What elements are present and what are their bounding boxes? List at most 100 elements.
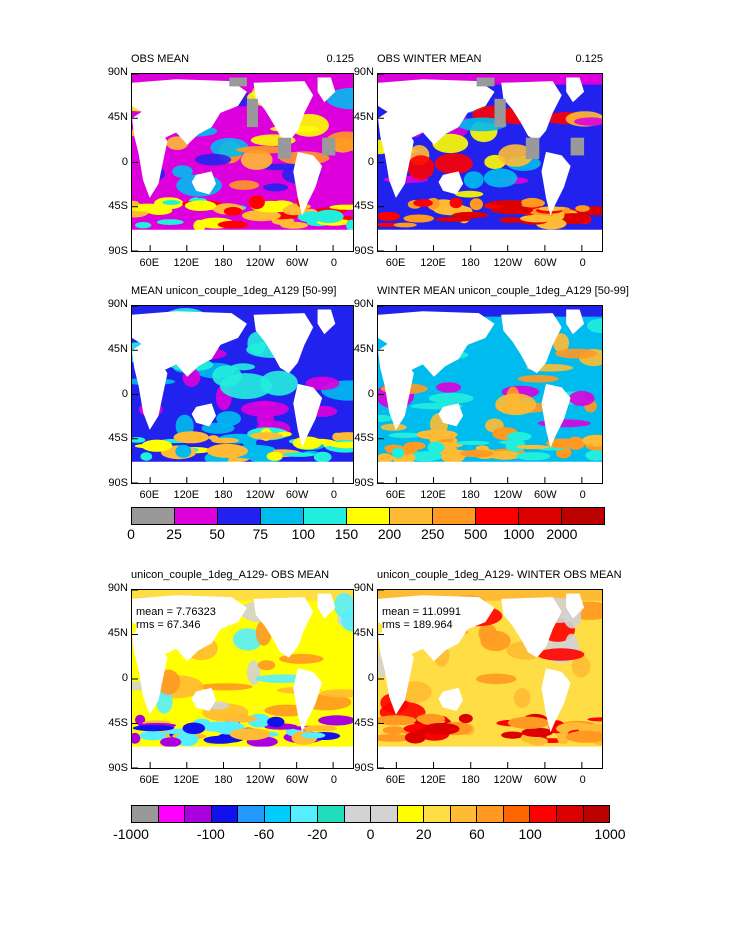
field-patch (210, 138, 249, 157)
land-mask (378, 229, 602, 251)
field-patch (257, 660, 276, 671)
stats-box: mean = 11.0991 rms = 189.964 (382, 606, 461, 632)
southern-ocean-patch (266, 451, 283, 461)
map-field (378, 74, 602, 251)
colorbar-box (530, 806, 557, 822)
southern-ocean-patch (229, 728, 271, 741)
y-tick-label: 0 (121, 155, 128, 168)
southern-ocean-patch (501, 731, 524, 739)
land-mask (378, 341, 414, 430)
southern-ocean-patch (206, 443, 248, 458)
southern-ocean-patch (211, 437, 239, 444)
x-tick-label: 0 (330, 489, 337, 501)
colorbar-label: 500 (464, 526, 488, 542)
x-tick-label: 60E (385, 489, 406, 501)
southern-ocean-patch (292, 436, 322, 450)
x-tick-label: 0 (330, 774, 337, 786)
land-mask (293, 668, 323, 733)
y-tick-label: 90S (354, 245, 374, 257)
field-patch (571, 655, 591, 678)
southern-ocean-patch (241, 210, 281, 222)
x-tick-label: 60W (285, 257, 309, 269)
y-tick-label: 90S (354, 762, 374, 774)
southern-ocean-patch (135, 714, 146, 726)
southern-ocean-patch (515, 452, 551, 461)
southern-ocean-patch (585, 450, 602, 461)
stats-box: mean = 7.76323 rms = 67.346 (136, 606, 216, 632)
map-field (378, 590, 602, 768)
southern-ocean-patch (506, 432, 532, 441)
panel-title: MEAN unicon_couple_1deg_A129 [50-99] (131, 285, 337, 297)
land-mask (438, 171, 464, 195)
southern-ocean-patch (223, 715, 258, 723)
map-field (378, 306, 602, 483)
southern-ocean-patch (132, 200, 140, 207)
land-mask (293, 151, 323, 216)
colorbar-box (132, 806, 159, 822)
field-patch (568, 390, 595, 406)
land-mask (378, 461, 602, 483)
y-tick-label: 45S (108, 200, 128, 213)
southern-ocean-patch (416, 713, 445, 724)
land-mask (317, 593, 336, 619)
land-mask (501, 313, 562, 374)
southern-ocean-patch (403, 214, 434, 223)
colorbar-colorbar1 (131, 507, 605, 525)
field-patch (212, 365, 242, 387)
field-patch (232, 628, 263, 651)
southern-ocean-patch (132, 732, 141, 744)
southern-ocean-patch (382, 726, 406, 735)
field-patch (240, 401, 289, 417)
field-patch (434, 153, 473, 175)
x-tick-label: 120E (173, 774, 200, 786)
x-tick-label: 120W (245, 489, 275, 501)
southern-ocean-patch (329, 204, 353, 210)
field-patch (279, 653, 324, 664)
field-patch (495, 393, 537, 416)
southern-ocean-patch (346, 219, 353, 231)
southern-ocean-patch (175, 732, 199, 747)
x-tick-label: 60E (139, 489, 160, 501)
y-tick-label: 45N (107, 627, 128, 639)
southern-ocean-patch (413, 199, 433, 207)
southern-ocean-patch (520, 214, 556, 223)
southern-ocean-patch (507, 716, 550, 729)
southern-ocean-patch (582, 434, 602, 447)
southern-ocean-patch (516, 444, 550, 450)
panel-value: 0.125 (575, 53, 603, 65)
field-patch (195, 153, 232, 166)
southern-ocean-patch (388, 432, 423, 438)
southern-ocean-patch (489, 200, 530, 206)
x-tick-label: 180 (461, 774, 480, 786)
southern-ocean-patch (162, 200, 181, 205)
panel-title: WINTER MEAN unicon_couple_1deg_A129 [50-… (377, 285, 629, 297)
land-mask (132, 109, 168, 198)
field-patch (216, 411, 241, 427)
land-mask (132, 746, 353, 768)
southern-ocean-patch (521, 727, 554, 737)
colorbar-box (211, 806, 239, 822)
colorbar-label: 20 (415, 826, 432, 842)
land-mask (541, 151, 571, 216)
y-tick-label: 90N (353, 298, 374, 310)
y-tick-label: 45N (107, 110, 128, 123)
field-patch (240, 149, 273, 170)
map-frame (377, 73, 603, 252)
x-tick-label: 60W (534, 257, 557, 269)
y-tick-label: 0 (367, 672, 374, 684)
field-patch (263, 183, 289, 192)
colorbar-box (371, 806, 398, 822)
colorbar-colorbar2 (131, 805, 610, 823)
field-patch (340, 609, 353, 632)
colorbar-box (132, 508, 175, 524)
x-tick-label: 180 (461, 257, 480, 269)
colorbar-box (397, 806, 425, 822)
southern-ocean-patch (546, 438, 579, 449)
panel-title: OBS WINTER MEAN (377, 53, 482, 65)
southern-ocean-patch (378, 453, 394, 463)
x-tick-label: 60W (285, 489, 309, 501)
x-tick-label: 0 (579, 774, 586, 786)
colorbar-box (347, 508, 390, 524)
southern-ocean-patch (139, 730, 167, 741)
southern-ocean-patch (456, 440, 490, 445)
